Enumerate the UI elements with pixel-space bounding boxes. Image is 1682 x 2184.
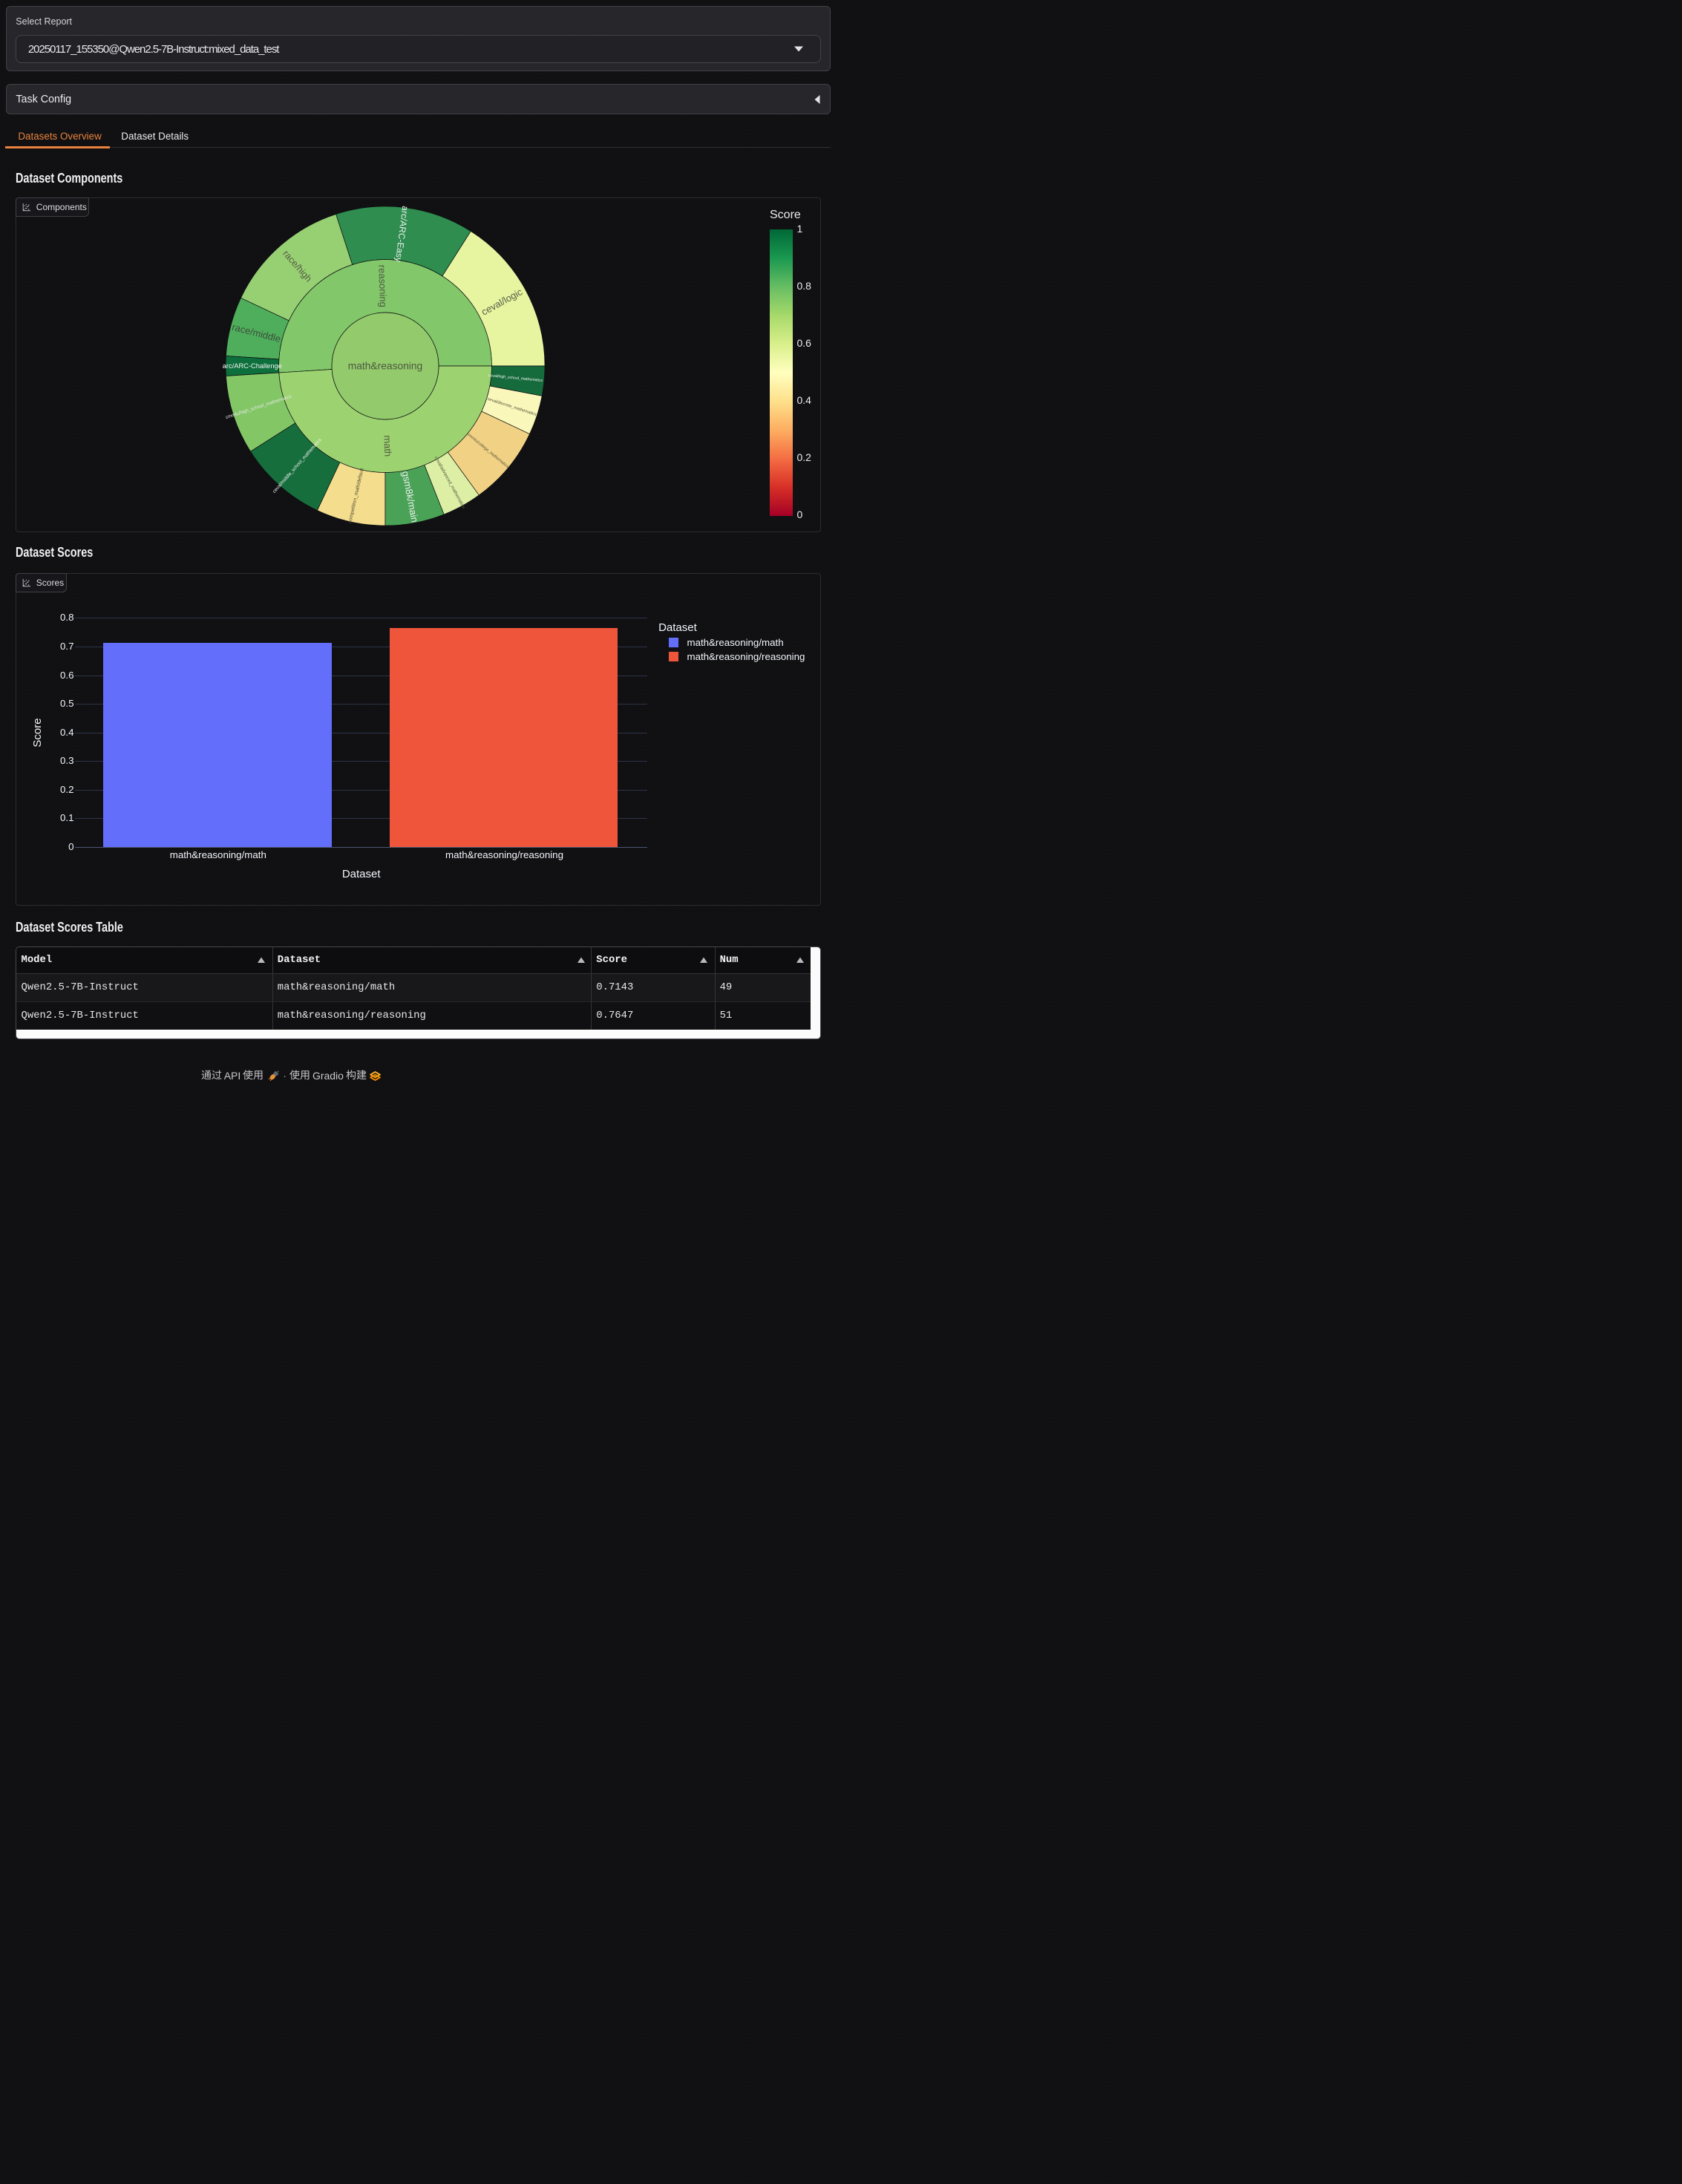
svg-text:reasoning: reasoning bbox=[376, 265, 389, 308]
svg-text:math&reasoning: math&reasoning bbox=[347, 361, 422, 372]
svg-text:math: math bbox=[382, 435, 393, 457]
svg-text:arc/ARC-Challenge: arc/ARC-Challenge bbox=[222, 362, 281, 370]
